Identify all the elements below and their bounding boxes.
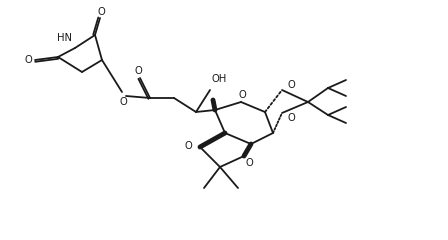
Text: OH: OH	[212, 74, 227, 84]
Text: O: O	[97, 7, 105, 17]
Text: HN: HN	[57, 33, 72, 43]
Text: O: O	[184, 141, 192, 151]
Text: O: O	[287, 80, 295, 90]
Text: O: O	[245, 158, 253, 168]
Text: O: O	[287, 113, 295, 123]
Text: O: O	[24, 55, 32, 65]
Text: O: O	[134, 66, 142, 76]
Text: O: O	[119, 97, 127, 107]
Text: O: O	[238, 90, 246, 100]
